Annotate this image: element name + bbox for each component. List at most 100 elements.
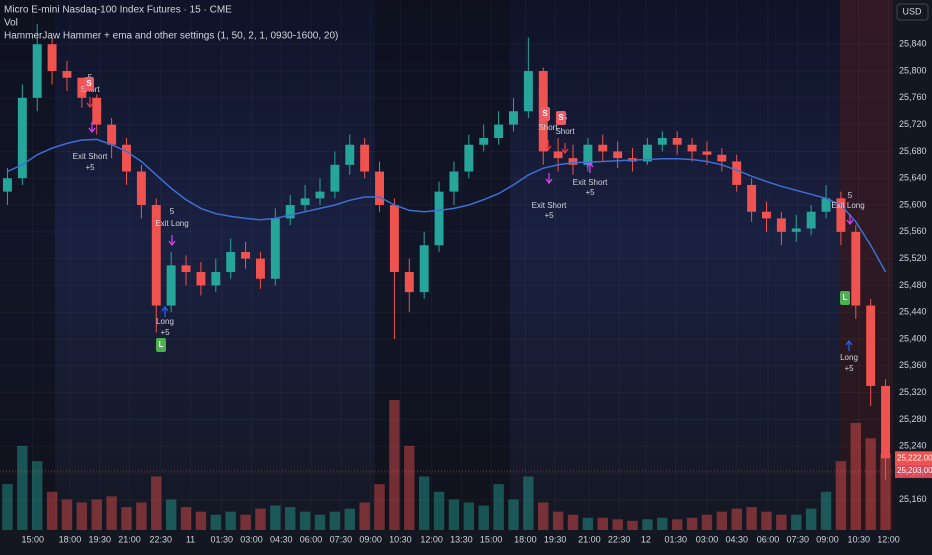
candle-body (687, 144, 697, 152)
volume-bar (418, 476, 430, 530)
session-shade (0, 0, 55, 530)
signal-badge-label: S (542, 109, 548, 118)
y-tick-label: 25,240 (899, 441, 927, 451)
y-tick-label: 25,440 (899, 307, 927, 317)
candle-body (821, 198, 831, 212)
signal-label: Exit Short (573, 178, 608, 187)
signal-badge (84, 77, 94, 91)
volume-bar (389, 400, 400, 530)
signal-label: +5 (544, 211, 554, 220)
candle-body (851, 231, 861, 306)
y-tick-label: 25,280 (899, 414, 927, 424)
volume-bar (850, 422, 862, 530)
candle-body (464, 144, 474, 172)
volume-bar (359, 502, 370, 530)
signal-label: +5 (844, 364, 854, 373)
candle-body (285, 205, 295, 219)
signal-label: Exit Long (155, 219, 188, 228)
volume-label: Vol (4, 18, 18, 29)
x-tick-label: 03:00 (240, 534, 263, 544)
candle-body (881, 385, 891, 459)
candle-body (434, 191, 444, 246)
signal-label: Short (538, 123, 558, 132)
signal-arrow-head (586, 162, 594, 168)
signal-label: 5 (170, 207, 175, 216)
volume-bar (106, 496, 117, 530)
candle-body (568, 158, 578, 165)
x-tick-label: 06:00 (757, 534, 780, 544)
x-tick-label: 04:30 (725, 534, 748, 544)
volume-bar (716, 511, 728, 530)
candle-body (300, 198, 310, 206)
volume-bar (567, 514, 579, 530)
volume-bar (76, 502, 88, 530)
x-tick-label: 04:30 (270, 534, 293, 544)
volume-bar (91, 499, 102, 530)
signal-badge-label: S (86, 79, 92, 88)
signal-badge (540, 107, 550, 121)
volume-bar (31, 461, 43, 530)
signal-label: +5 (85, 163, 95, 172)
signal-arrow-head (846, 219, 854, 225)
last-price-tag (895, 451, 932, 466)
candle-body (613, 151, 623, 159)
candle-body (136, 171, 146, 206)
volume-bar (433, 491, 445, 530)
volume-bar (180, 507, 192, 530)
candle-body (449, 171, 459, 192)
line-price-tag (895, 464, 932, 479)
signal-label: Long (840, 353, 858, 362)
signal-badge (840, 291, 850, 305)
volume-bar (657, 517, 668, 530)
time-axis-bg (0, 530, 893, 550)
volume-bar (151, 476, 162, 530)
volume-bar (508, 499, 519, 530)
volume-bar (2, 484, 13, 530)
y-tick-label: 25,680 (899, 146, 927, 156)
candle-body (151, 205, 161, 306)
candle-body (211, 272, 221, 286)
volume-bar (880, 453, 891, 530)
signal-arrow-head (845, 340, 853, 346)
signal-badge-label: S (558, 113, 564, 122)
x-tick-label: 07:30 (786, 534, 809, 544)
last-price-label: 25,222.00 (897, 453, 932, 462)
volume-bar (255, 508, 266, 530)
signal-badge-label: L (843, 293, 848, 302)
candle-body (330, 164, 340, 192)
volume-bar (776, 514, 787, 530)
candle-body (583, 144, 593, 165)
currency-box[interactable] (896, 3, 929, 21)
symbol: Micro E-mini Nasdaq-100 Index Futures · … (4, 5, 232, 16)
candle-body (77, 77, 87, 98)
indicator: HammerJaw Hammer + ema and other setting… (4, 31, 338, 42)
candle-body (166, 265, 176, 306)
y-tick-label: 25,360 (899, 360, 927, 370)
x-tick-label: 12 (641, 534, 651, 544)
y-tick-label: 25,160 (899, 494, 927, 504)
y-tick-label: 25,760 (899, 92, 927, 102)
x-tick-label: 15:00 (21, 534, 44, 544)
currency[interactable]: USD (902, 6, 922, 16)
volume-bar (478, 505, 489, 530)
y-tick-label: 25,840 (899, 39, 927, 49)
signal-label: Exit Short (532, 201, 567, 210)
x-tick-label: 06:00 (300, 534, 323, 544)
signal-arrow-head (545, 178, 553, 184)
y-tick-label: 25,800 (899, 65, 927, 75)
y-tick-label: 25,400 (899, 333, 927, 343)
x-tick-label: 11 (186, 534, 195, 544)
signal-badge (556, 111, 566, 125)
candle-body (836, 198, 846, 232)
signal-arrow-head (168, 240, 176, 246)
candle-body (92, 97, 102, 125)
volume-bar (597, 517, 608, 530)
y-tick-label: 25,720 (899, 119, 927, 129)
candle-body (62, 71, 72, 78)
candle-body (360, 144, 370, 172)
volume-bar (225, 511, 236, 530)
volume-bar (686, 517, 698, 530)
candle-body (642, 144, 652, 162)
volume-bar (463, 502, 475, 530)
volume-bar (46, 491, 58, 530)
